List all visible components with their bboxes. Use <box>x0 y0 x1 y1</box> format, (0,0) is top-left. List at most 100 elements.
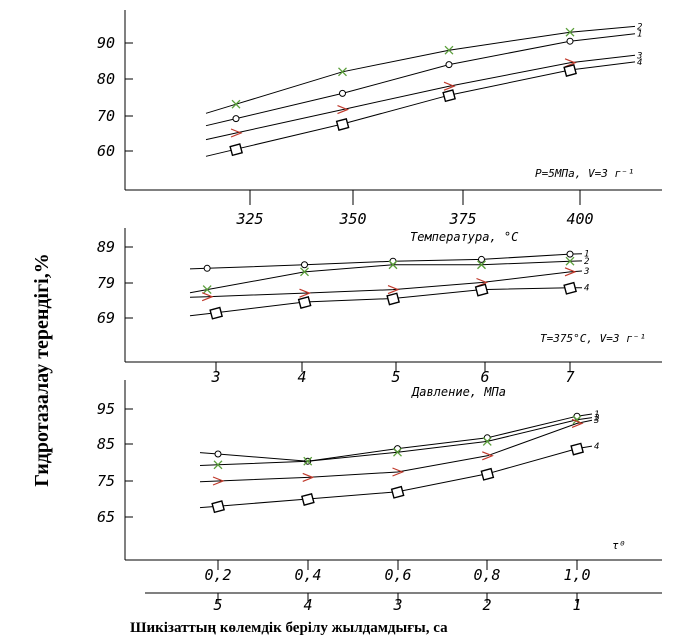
y-tick-label: 65 <box>97 508 115 526</box>
series-4: 4 <box>189 281 589 320</box>
series-label: 2 <box>584 257 589 267</box>
data-point <box>214 450 222 458</box>
data-point <box>213 460 223 470</box>
series-line <box>199 445 593 509</box>
series-2: 2 <box>189 256 589 295</box>
series-line <box>205 61 636 157</box>
series-label: 2 <box>594 414 599 424</box>
data-point <box>570 442 584 456</box>
series-4: 4 <box>199 442 599 514</box>
y-tick-label: 90 <box>97 34 115 52</box>
y-tick-label: 70 <box>97 107 115 125</box>
data-point <box>303 456 313 466</box>
panel-caption: P=5МПа, V=3 г⁻¹ <box>535 167 634 180</box>
data-point <box>443 81 456 91</box>
data-point <box>445 61 453 69</box>
data-point <box>299 288 312 298</box>
x-tick-label: 325 <box>235 210 263 228</box>
data-point <box>444 45 454 55</box>
x-tick-label: 6 <box>480 368 489 386</box>
y-tick-label: 80 <box>97 70 115 88</box>
data-point <box>564 58 577 68</box>
data-point <box>390 485 405 499</box>
data-point <box>563 63 577 77</box>
panel-caption: τ⁰ <box>612 539 625 552</box>
data-point <box>301 492 315 506</box>
y-tick-label: 79 <box>97 274 115 292</box>
x-tick-label: 0,4 <box>294 566 321 584</box>
data-point <box>474 283 489 297</box>
series-label: 3 <box>636 51 642 61</box>
data-point <box>302 472 315 482</box>
y-tick-label: 95 <box>97 400 115 418</box>
data-point <box>565 27 575 37</box>
data-point <box>338 67 347 77</box>
y-tick-label: 69 <box>97 309 115 327</box>
data-point <box>300 267 309 277</box>
data-point <box>212 476 225 486</box>
y-tick-label: 89 <box>97 238 115 256</box>
data-point <box>388 260 398 270</box>
data-point <box>565 256 575 266</box>
series-line <box>189 287 583 317</box>
data-point <box>211 500 225 514</box>
x-tick-label: 400 <box>566 210 593 228</box>
series-label: 1 <box>594 410 599 420</box>
y-tick-label: 75 <box>97 472 115 490</box>
x-axis-label: Шикізаттың көлемдік берілу жылдамдығы, с… <box>130 620 448 636</box>
panel-1: 60 70 80 90 325 350 375 400 P=5МПа, V=3 г⁻¹ 21 34 <box>97 10 662 228</box>
series-2: 2 <box>199 414 599 470</box>
data-point <box>571 418 584 428</box>
x-tick-label: 350 <box>338 210 366 228</box>
x-tick-label: 3 <box>210 368 220 386</box>
y-tick-label: 85 <box>97 435 115 453</box>
panel-title: Температура, °С <box>410 230 519 244</box>
x-tick-label: 7 <box>565 368 574 386</box>
data-point <box>480 467 495 481</box>
x-tick-label: 0,6 <box>384 566 411 584</box>
data-point <box>564 267 577 277</box>
x-tick-label: 1,0 <box>563 566 590 584</box>
series-line <box>189 253 583 270</box>
data-point <box>476 277 489 288</box>
series-label: 3 <box>593 416 599 426</box>
x2-tick-label: 3 <box>392 596 402 614</box>
x-tick-label: 375 <box>448 210 476 228</box>
x-tick-label: 5 <box>391 368 400 386</box>
series-label: 1 <box>637 30 642 40</box>
data-point <box>386 292 400 306</box>
data-point <box>231 99 241 109</box>
x-tick-label: 4 <box>297 368 306 386</box>
data-point <box>482 451 494 461</box>
x2-tick-label: 5 <box>213 596 222 614</box>
x2-tick-label: 2 <box>482 596 491 614</box>
data-point <box>229 143 243 157</box>
data-point <box>232 115 240 123</box>
data-point <box>338 89 346 97</box>
data-point <box>230 128 243 138</box>
x-tick-label: 0,8 <box>473 566 500 584</box>
series-3: 3 <box>189 267 589 302</box>
data-point <box>297 296 312 310</box>
data-point <box>566 250 574 258</box>
series-line <box>205 33 636 127</box>
data-point <box>337 105 350 115</box>
panel-caption: T=375°С, V=3 г⁻¹ <box>540 332 646 345</box>
series-label: 4 <box>637 58 642 68</box>
series-line <box>199 419 593 483</box>
data-point <box>335 117 350 131</box>
x2-tick-label: 4 <box>303 596 312 614</box>
series-line <box>205 54 636 141</box>
data-point <box>392 467 405 477</box>
series-line <box>199 417 593 466</box>
x-tick-label: 0,2 <box>204 566 231 584</box>
series-label: 4 <box>594 442 599 452</box>
data-point <box>201 292 214 302</box>
series-label: 3 <box>583 267 589 277</box>
series-4: 4 <box>205 58 642 157</box>
series-2: 2 <box>205 22 642 114</box>
data-point <box>482 436 492 446</box>
series-line <box>189 270 583 298</box>
